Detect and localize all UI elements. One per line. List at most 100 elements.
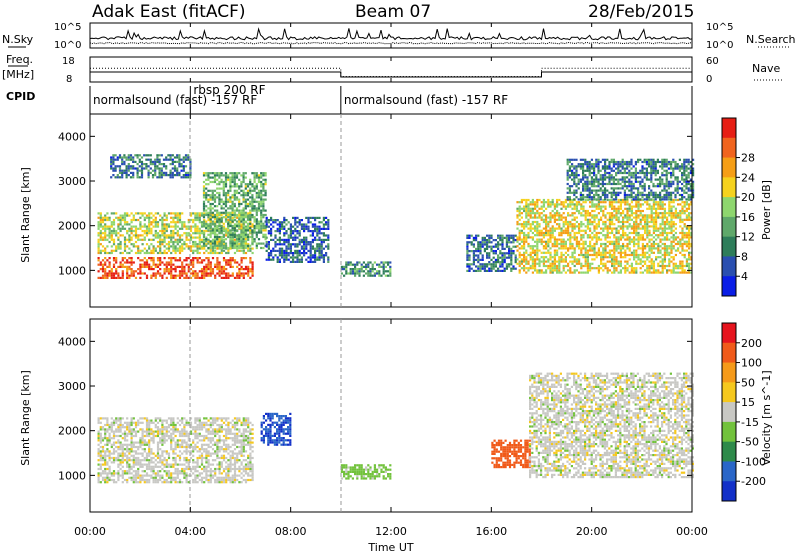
colorbar-tick-label: 15 <box>741 396 755 409</box>
nave-tick-high: 60 <box>706 56 719 67</box>
freq-label: Freq. <box>6 53 33 66</box>
echo-region <box>202 172 267 250</box>
colorbar-swatch <box>722 461 736 482</box>
colorbar-frame <box>721 117 737 297</box>
nave-series <box>90 67 692 77</box>
colorbar-tick-label: 200 <box>741 337 762 350</box>
colorbar-tick-label: 12 <box>741 231 755 244</box>
x-axis: 00:00 04:00 08:00 12:00 16:00 20:00 00:00 <box>74 23 708 538</box>
colorbar-swatch <box>722 118 736 139</box>
colorbar-swatch <box>722 177 736 198</box>
echo-region <box>491 439 531 469</box>
colorbar-swatch <box>722 362 736 383</box>
x-tick-label: 00:00 <box>676 525 708 538</box>
cpid-segment-label: rbsp 200 RF <box>193 83 265 97</box>
y-tick-label: 4000 <box>58 335 86 348</box>
freq-panel: Freq. [MHz] 18 8 60 0 Nave <box>2 53 782 85</box>
colorbar-tick-label: 20 <box>741 191 755 204</box>
x-tick-label: 12:00 <box>375 525 407 538</box>
colorbar-swatch <box>722 481 736 502</box>
noise-tick-low-right: 10^0 <box>706 40 733 51</box>
colorbar-swatch <box>722 197 736 218</box>
n-sky-label: N.Sky <box>2 33 34 46</box>
power-colorbar-label: Power [dB] <box>760 180 773 240</box>
echo-region <box>110 154 192 179</box>
nave-label: Nave <box>752 62 780 75</box>
y-tick-label: 2000 <box>58 220 86 233</box>
velocity-ylabel: Slant Range [km] <box>19 370 32 466</box>
noise-tick-high-left: 10^5 <box>54 22 81 33</box>
colorbar-tick-label: -15 <box>741 416 759 429</box>
cpid-segment-label: normalsound (fast) -157 RF <box>93 93 257 107</box>
colorbar-tick-label: 100 <box>741 357 762 370</box>
colorbar-tick-label: 28 <box>741 152 755 165</box>
beam-label: Beam 07 <box>355 2 431 22</box>
x-tick-label: 16:00 <box>475 525 507 538</box>
echo-region <box>340 261 392 277</box>
power-colorbar: 4 8 12 16 20 24 28 <box>721 117 755 297</box>
echo-region <box>529 372 694 479</box>
y-tick-label: 3000 <box>58 380 86 393</box>
colorbar-swatch <box>722 402 736 423</box>
colorbar-swatch <box>722 342 736 364</box>
colorbar-frame <box>721 322 737 502</box>
colorbar-swatch <box>722 323 736 344</box>
echo-region <box>340 464 392 480</box>
x-tick-label: 04:00 <box>174 525 206 538</box>
colorbar-tick-label: 50 <box>741 376 755 389</box>
power-panel: Slant Range [km] 1000 2000 3000 4000 4 8 12 16… <box>19 113 773 308</box>
x-tick-label: 08:00 <box>275 525 307 538</box>
y-tick-label: 4000 <box>58 130 86 143</box>
colorbar-swatch <box>722 137 736 159</box>
echo-region <box>566 158 695 201</box>
nave-tick-low: 0 <box>706 74 712 85</box>
y-tick-label: 1000 <box>58 264 86 277</box>
x-axis-label: Time UT <box>367 541 413 554</box>
colorbar-swatch <box>722 157 736 178</box>
colorbar-swatch <box>722 441 736 462</box>
x-tick-label: 00:00 <box>74 525 106 538</box>
freq-unit-label: [MHz] <box>2 68 34 81</box>
n-sky-series <box>89 27 693 41</box>
noise-tick-high-right: 10^5 <box>706 22 733 33</box>
echo-region <box>516 198 693 274</box>
colorbar-swatch <box>722 276 736 297</box>
n-search-label: N.Search <box>746 33 796 46</box>
velocity-colorbar: 200 100 50 15 -15 -50 -100 -200 <box>721 322 766 502</box>
n-search-series <box>89 41 693 45</box>
date-label: 28/Feb/2015 <box>588 2 694 22</box>
freq-series <box>90 71 692 78</box>
velocity-colorbar-label: Velocity [m s^-1] <box>760 370 773 465</box>
colorbar-swatch <box>722 216 736 238</box>
colorbar-tick-label: 8 <box>741 250 748 263</box>
echo-region <box>260 412 292 446</box>
freq-tick-low: 8 <box>66 74 72 85</box>
noise-panel: N.Sky N.Search 10^5 10^0 10^5 10^0 <box>2 22 796 51</box>
velocity-panel: Slant Range [km] 1000 2000 3000 4000 200 100… <box>19 318 773 513</box>
colorbar-tick-label: 4 <box>741 270 748 283</box>
y-tick-label: 1000 <box>58 469 86 482</box>
y-tick-label: 2000 <box>58 425 86 438</box>
power-ylabel: Slant Range [km] <box>19 167 32 263</box>
noise-tick-low-left: 10^0 <box>54 40 81 51</box>
y-tick-label: 3000 <box>58 175 86 188</box>
freq-tick-high: 18 <box>62 56 75 67</box>
colorbar-tick-label: -100 <box>741 455 766 468</box>
echo-region <box>97 257 254 279</box>
colorbar-tick-label: 24 <box>741 171 755 184</box>
echo-region <box>97 417 254 484</box>
cpid-segment-label: normalsound (fast) -157 RF <box>344 93 508 107</box>
colorbar-tick-label: -200 <box>741 475 766 488</box>
x-tick-label: 20:00 <box>576 525 608 538</box>
echo-region <box>466 234 517 272</box>
cpid-label: CPID <box>6 90 35 103</box>
colorbar-swatch <box>722 421 736 443</box>
colorbar-swatch <box>722 236 736 257</box>
colorbar-tick-label: 16 <box>741 211 755 224</box>
plot-title: Adak East (fitACF) <box>92 2 246 22</box>
colorbar-tick-label: -50 <box>741 436 759 449</box>
colorbar-swatch <box>722 382 736 403</box>
echo-region <box>265 216 330 263</box>
colorbar-swatch <box>722 256 736 277</box>
